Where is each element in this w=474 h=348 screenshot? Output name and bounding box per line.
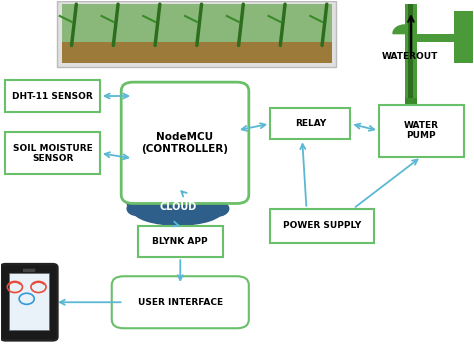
Ellipse shape bbox=[190, 192, 223, 211]
FancyBboxPatch shape bbox=[23, 269, 35, 272]
FancyBboxPatch shape bbox=[405, 98, 417, 139]
Ellipse shape bbox=[127, 202, 148, 216]
Text: NodeMCU
(CONTROLLER): NodeMCU (CONTROLLER) bbox=[142, 132, 228, 153]
Ellipse shape bbox=[133, 196, 223, 225]
Text: BLYNK APP: BLYNK APP bbox=[153, 237, 208, 246]
Text: DHT-11 SENSOR: DHT-11 SENSOR bbox=[12, 92, 93, 101]
FancyBboxPatch shape bbox=[270, 108, 350, 139]
Ellipse shape bbox=[127, 192, 163, 213]
FancyBboxPatch shape bbox=[5, 132, 100, 174]
FancyBboxPatch shape bbox=[0, 264, 57, 340]
Text: USER INTERFACE: USER INTERFACE bbox=[138, 298, 223, 307]
FancyBboxPatch shape bbox=[138, 226, 223, 257]
FancyBboxPatch shape bbox=[408, 4, 413, 98]
Text: SOIL MOISTURE
SENSOR: SOIL MOISTURE SENSOR bbox=[13, 143, 92, 163]
FancyBboxPatch shape bbox=[5, 80, 100, 112]
Text: POWER SUPPLY: POWER SUPPLY bbox=[283, 221, 361, 230]
Ellipse shape bbox=[153, 183, 193, 207]
Wedge shape bbox=[393, 25, 405, 34]
Ellipse shape bbox=[203, 201, 229, 216]
Text: CLOUD: CLOUD bbox=[159, 202, 197, 212]
FancyBboxPatch shape bbox=[455, 11, 474, 63]
FancyBboxPatch shape bbox=[62, 42, 331, 63]
Text: WATEROUT: WATEROUT bbox=[381, 52, 438, 61]
FancyBboxPatch shape bbox=[405, 34, 471, 42]
FancyBboxPatch shape bbox=[62, 4, 331, 42]
FancyBboxPatch shape bbox=[9, 273, 49, 330]
Text: WATER
PUMP: WATER PUMP bbox=[404, 121, 439, 140]
FancyBboxPatch shape bbox=[405, 4, 417, 98]
Text: RELAY: RELAY bbox=[295, 119, 326, 128]
FancyBboxPatch shape bbox=[57, 1, 336, 66]
FancyBboxPatch shape bbox=[112, 276, 249, 328]
FancyBboxPatch shape bbox=[121, 82, 249, 204]
FancyBboxPatch shape bbox=[379, 105, 464, 157]
FancyBboxPatch shape bbox=[270, 209, 374, 243]
